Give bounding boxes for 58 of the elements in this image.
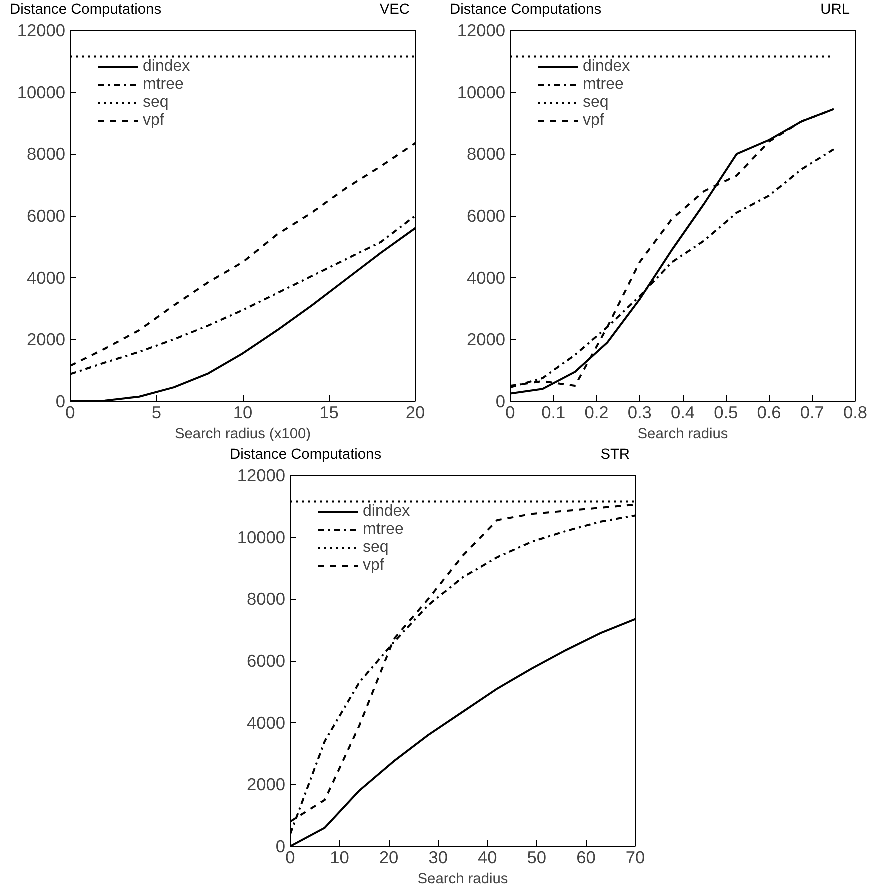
x-tick-label: 15 (320, 402, 339, 422)
y-tick-label: 2000 (26, 330, 66, 350)
x-tick-label: 0.8 (843, 402, 868, 422)
legend-label: mtree (363, 521, 404, 539)
y-tick-label: 6000 (246, 651, 286, 671)
y-tick-label: 10000 (237, 527, 286, 548)
x-tick-label: 20 (406, 402, 426, 422)
x-tick-label: 0.1 (542, 402, 566, 422)
x-tick-label: 10 (233, 402, 253, 422)
y-tick-label: 2000 (246, 774, 286, 795)
x-tick-label: 50 (527, 848, 547, 868)
legend-label: mtree (583, 76, 624, 94)
x-tick-label: 0.2 (584, 402, 609, 422)
x-axis-title: Search radius (418, 872, 508, 888)
chart-subtitle: URL (820, 1, 850, 20)
legend-label: dindex (583, 58, 630, 76)
legend-label: mtree (143, 76, 184, 94)
legend-label: seq (143, 94, 169, 112)
chart-subtitle: STR (600, 446, 630, 465)
x-tick-label: 10 (330, 848, 350, 868)
y-tick-label: 6000 (26, 206, 66, 226)
y-tick-label: 2000 (466, 330, 506, 350)
legend-label: vpf (363, 557, 384, 575)
x-tick-label: 70 (626, 848, 646, 868)
x-tick-label: 0.7 (800, 402, 824, 422)
legend-label: seq (363, 539, 389, 557)
y-tick-label: 8000 (246, 589, 286, 610)
chart-title: Distance Computations (10, 1, 162, 20)
y-tick-label: 10000 (457, 82, 506, 102)
x-axis-title: Search radius (x100) (174, 426, 312, 442)
y-tick-label: 8000 (466, 144, 506, 164)
legend-label: vpf (583, 112, 604, 130)
legend-label: dindex (143, 58, 190, 76)
x-tick-label: 0.6 (757, 402, 782, 422)
x-tick-label: 0.4 (670, 402, 696, 422)
x-tick-label: 30 (428, 848, 448, 868)
x-tick-label: 20 (379, 848, 399, 868)
y-tick-label: 4000 (246, 712, 286, 733)
y-tick-label: 6000 (466, 206, 506, 226)
y-tick-label: 12000 (457, 20, 506, 40)
chart-title: Distance Computations (230, 446, 382, 465)
x-tick-label: 5 (152, 402, 162, 422)
y-tick-label: 10000 (17, 82, 66, 102)
chart-subtitle: VEC (380, 1, 410, 20)
y-tick-label: 12000 (17, 20, 66, 40)
y-tick-label: 4000 (466, 268, 506, 288)
x-tick-label: 40 (478, 848, 498, 868)
y-tick-label: 8000 (26, 144, 66, 164)
legend-label: dindex (363, 503, 410, 521)
x-axis-title: Search radius (638, 426, 728, 442)
legend-label: seq (583, 94, 609, 112)
y-tick-label: 12000 (237, 466, 286, 486)
y-tick-label: 4000 (26, 268, 66, 288)
x-tick-label: 60 (576, 848, 596, 868)
x-tick-label: 0.5 (714, 402, 738, 422)
chart-title: Distance Computations (450, 1, 602, 20)
x-tick-label: 0.3 (628, 402, 652, 422)
legend-label: vpf (143, 112, 164, 130)
